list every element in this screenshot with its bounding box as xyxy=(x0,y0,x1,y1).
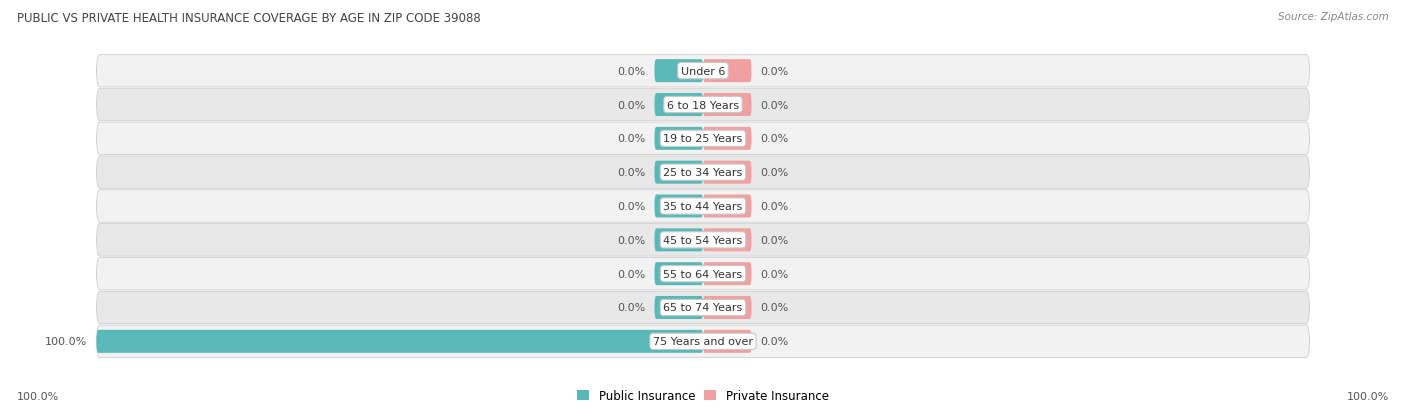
Text: 0.0%: 0.0% xyxy=(761,168,789,178)
Text: 19 to 25 Years: 19 to 25 Years xyxy=(664,134,742,144)
FancyBboxPatch shape xyxy=(654,296,703,319)
Text: 0.0%: 0.0% xyxy=(617,168,645,178)
FancyBboxPatch shape xyxy=(97,325,1309,358)
FancyBboxPatch shape xyxy=(97,55,1309,88)
Text: 0.0%: 0.0% xyxy=(761,66,789,76)
Text: 25 to 34 Years: 25 to 34 Years xyxy=(664,168,742,178)
Text: 65 to 74 Years: 65 to 74 Years xyxy=(664,303,742,313)
Text: 0.0%: 0.0% xyxy=(617,134,645,144)
FancyBboxPatch shape xyxy=(97,330,703,353)
Text: 0.0%: 0.0% xyxy=(761,202,789,211)
Text: 0.0%: 0.0% xyxy=(761,235,789,245)
FancyBboxPatch shape xyxy=(97,292,1309,324)
FancyBboxPatch shape xyxy=(654,94,703,117)
Text: 0.0%: 0.0% xyxy=(617,100,645,110)
FancyBboxPatch shape xyxy=(654,161,703,184)
Text: 0.0%: 0.0% xyxy=(761,303,789,313)
Text: 0.0%: 0.0% xyxy=(617,303,645,313)
FancyBboxPatch shape xyxy=(97,224,1309,256)
Text: 35 to 44 Years: 35 to 44 Years xyxy=(664,202,742,211)
FancyBboxPatch shape xyxy=(703,195,752,218)
FancyBboxPatch shape xyxy=(97,123,1309,155)
Text: 0.0%: 0.0% xyxy=(761,134,789,144)
Text: 0.0%: 0.0% xyxy=(617,202,645,211)
Text: 6 to 18 Years: 6 to 18 Years xyxy=(666,100,740,110)
Text: 100.0%: 100.0% xyxy=(1347,392,1389,401)
FancyBboxPatch shape xyxy=(654,229,703,252)
FancyBboxPatch shape xyxy=(654,263,703,285)
FancyBboxPatch shape xyxy=(97,157,1309,189)
Text: 100.0%: 100.0% xyxy=(45,337,87,347)
FancyBboxPatch shape xyxy=(97,89,1309,121)
FancyBboxPatch shape xyxy=(703,161,752,184)
Text: 45 to 54 Years: 45 to 54 Years xyxy=(664,235,742,245)
Text: 0.0%: 0.0% xyxy=(617,269,645,279)
Text: 75 Years and over: 75 Years and over xyxy=(652,337,754,347)
FancyBboxPatch shape xyxy=(703,128,752,150)
Text: 0.0%: 0.0% xyxy=(617,66,645,76)
FancyBboxPatch shape xyxy=(703,229,752,252)
Text: 0.0%: 0.0% xyxy=(761,337,789,347)
FancyBboxPatch shape xyxy=(703,60,752,83)
FancyBboxPatch shape xyxy=(654,128,703,150)
FancyBboxPatch shape xyxy=(703,296,752,319)
Text: 100.0%: 100.0% xyxy=(17,392,59,401)
Text: 0.0%: 0.0% xyxy=(761,100,789,110)
FancyBboxPatch shape xyxy=(97,190,1309,223)
Text: 0.0%: 0.0% xyxy=(761,269,789,279)
FancyBboxPatch shape xyxy=(703,263,752,285)
Text: Under 6: Under 6 xyxy=(681,66,725,76)
Text: 0.0%: 0.0% xyxy=(617,235,645,245)
FancyBboxPatch shape xyxy=(654,60,703,83)
Text: PUBLIC VS PRIVATE HEALTH INSURANCE COVERAGE BY AGE IN ZIP CODE 39088: PUBLIC VS PRIVATE HEALTH INSURANCE COVER… xyxy=(17,12,481,25)
FancyBboxPatch shape xyxy=(703,94,752,117)
Legend: Public Insurance, Private Insurance: Public Insurance, Private Insurance xyxy=(572,385,834,407)
FancyBboxPatch shape xyxy=(654,195,703,218)
FancyBboxPatch shape xyxy=(97,258,1309,290)
Text: Source: ZipAtlas.com: Source: ZipAtlas.com xyxy=(1278,12,1389,22)
Text: 55 to 64 Years: 55 to 64 Years xyxy=(664,269,742,279)
FancyBboxPatch shape xyxy=(703,330,752,353)
